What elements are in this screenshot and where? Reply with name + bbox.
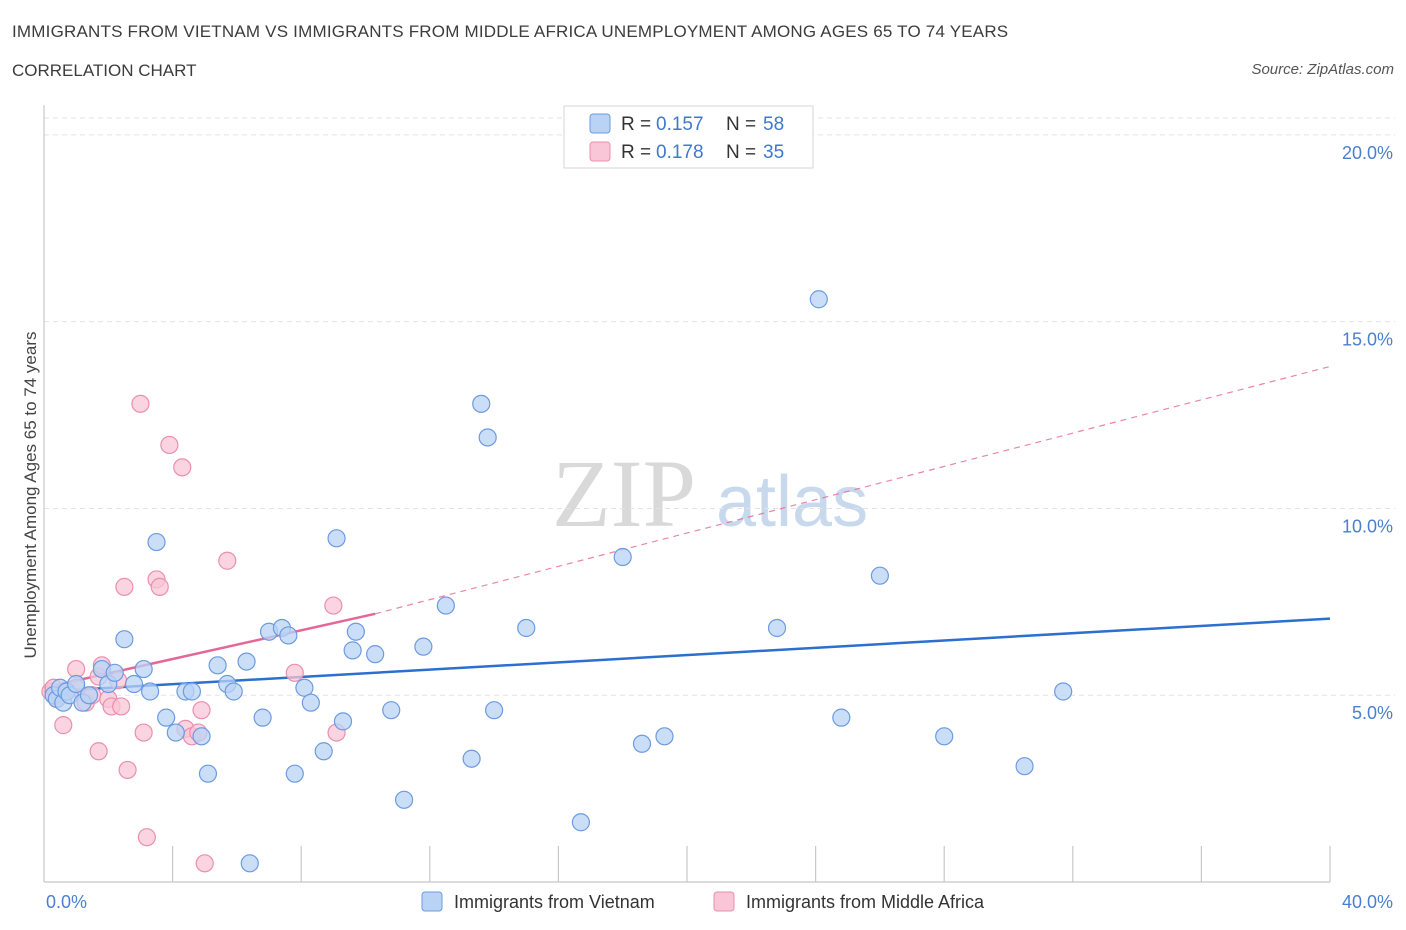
legend-r-africa: 0.178 [656,142,704,163]
data-point-vietnam [935,727,954,746]
trend-line-vietnam [43,617,1331,693]
data-point-vietnam [105,663,124,682]
data-point-vietnam [394,790,414,809]
data-point-vietnam [327,529,346,548]
data-point-vietnam [182,682,201,701]
data-point-africa [218,551,237,570]
y-tick-labels: 5.0% 10.0% 15.0% 20.0% [1342,143,1393,723]
data-point-vietnam [767,618,787,638]
data-point-vietnam [79,686,99,705]
data-point-vietnam [809,290,828,309]
data-point-vietnam [295,678,314,697]
watermark-atlas: atlas [716,462,868,542]
data-point-vietnam [224,682,243,701]
data-point-africa [150,577,169,596]
legend-n-africa: 35 [763,142,784,163]
grid [44,117,1395,696]
data-point-africa [131,394,150,413]
bottom-legend: Immigrants from Vietnam Immigrants from … [421,891,985,912]
chart-source: Source: ZipAtlas.com [1251,61,1394,78]
data-point-vietnam [198,764,218,783]
y-tick-label: 5.0% [1352,703,1393,723]
y-tick-label: 10.0% [1342,516,1393,536]
data-point-vietnam [279,626,298,645]
data-point-africa [118,760,137,780]
data-point-vietnam [124,674,144,694]
series-vietnam-points [44,290,1073,873]
legend-swatch-vietnam [589,113,611,134]
data-point-vietnam [472,394,491,413]
data-point-africa [324,596,343,615]
data-point-vietnam [67,674,86,694]
data-point-africa [134,723,153,742]
chart-title: IMMIGRANTS FROM VIETNAM VS IMMIGRANTS FR… [12,22,1009,41]
data-point-africa [285,663,304,682]
data-point-vietnam [314,742,333,761]
data-point-africa [89,742,108,761]
data-point-vietnam [655,727,674,746]
data-point-vietnam [192,727,211,746]
y-axis-label: Unemployment Among Ages 65 to 74 years [21,332,40,659]
series-middle-africa-points [41,394,346,873]
bottom-legend-label-africa: Immigrants from Middle Africa [746,892,985,912]
watermark-zip: ZIP [552,440,696,547]
legend-box: R = 0.157 N = 58 R = 0.178 N = 35 [563,105,814,169]
bottom-legend-swatch-vietnam [421,891,443,912]
data-point-africa [112,697,131,716]
legend-swatch-africa [589,141,611,162]
y-tick-label: 20.0% [1342,143,1393,163]
data-point-vietnam [285,764,304,783]
data-point-vietnam [208,656,227,675]
data-point-vietnam [157,708,176,727]
bottom-legend-swatch-africa [713,891,735,912]
data-point-vietnam [147,532,166,552]
data-point-vietnam [870,566,890,585]
bottom-legend-label-vietnam: Immigrants from Vietnam [454,892,655,912]
data-point-vietnam [343,641,362,660]
legend-r-label: R = [621,114,651,135]
legend-n-label: N = [726,142,756,163]
data-point-vietnam [414,637,433,656]
y-tick-label: 15.0% [1342,330,1393,350]
data-point-africa [173,458,192,477]
data-point-vietnam [632,734,652,753]
data-point-vietnam [517,618,536,638]
data-point-vietnam [240,854,259,873]
chart-subtitle: CORRELATION CHART [12,61,197,80]
legend-n-label: N = [726,114,756,135]
data-point-vietnam [485,701,504,720]
data-point-africa [54,716,73,735]
data-point-vietnam [253,708,272,727]
data-point-vietnam [166,723,185,742]
data-point-vietnam [436,596,455,615]
data-point-vietnam [462,749,481,768]
data-point-vietnam [237,652,256,671]
data-point-vietnam [478,428,497,447]
data-point-vietnam [1015,757,1034,776]
data-point-vietnam [134,659,153,679]
data-point-africa [195,854,214,873]
legend-r-vietnam: 0.157 [656,114,704,135]
data-point-vietnam [832,708,851,727]
data-point-africa [160,435,179,455]
x-axis-ticks [172,846,1331,882]
data-point-vietnam [382,701,401,720]
data-point-vietnam [301,693,320,712]
data-point-vietnam [346,622,365,641]
data-point-vietnam [333,712,353,731]
legend-r-label: R = [621,142,651,163]
data-point-vietnam [1054,682,1073,701]
data-point-africa [192,701,211,720]
data-point-vietnam [571,813,591,832]
data-point-vietnam [366,645,385,664]
legend-n-vietnam: 58 [763,114,784,135]
data-point-africa [115,577,134,596]
data-point-vietnam [140,682,160,701]
data-point-vietnam [613,547,632,567]
data-point-vietnam [115,630,134,649]
x-tick-label-min: 0.0% [46,892,87,912]
x-tick-label-max: 40.0% [1342,892,1393,912]
data-point-africa [137,828,156,847]
